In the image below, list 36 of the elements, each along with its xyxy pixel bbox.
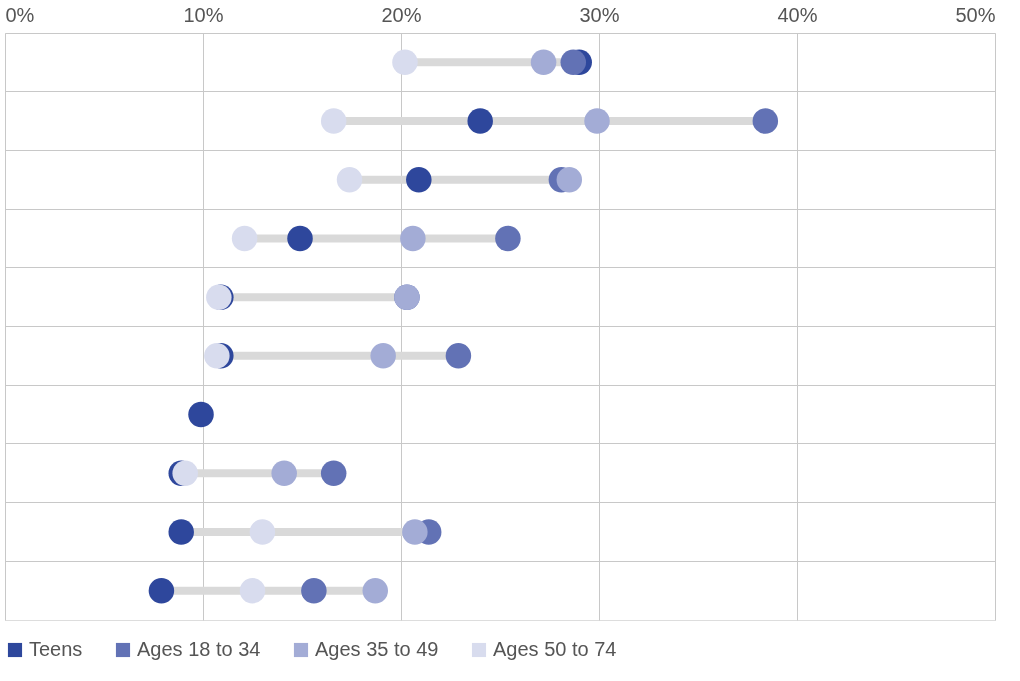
- point: [584, 108, 610, 134]
- point: [560, 49, 587, 76]
- point: [301, 577, 327, 604]
- x-tick-label: 0%: [5, 3, 35, 26]
- point: [445, 343, 472, 369]
- point: [392, 49, 418, 76]
- legend-label: Ages 50 to 74: [493, 638, 617, 660]
- point: [148, 577, 175, 604]
- point: [168, 519, 194, 545]
- point: [362, 577, 389, 604]
- point: [752, 108, 779, 134]
- legend-label: Ages 18 to 34: [137, 638, 261, 660]
- point: [370, 343, 396, 369]
- point: [271, 460, 297, 486]
- point: [495, 225, 521, 252]
- legend-label: Teens: [29, 638, 83, 660]
- point: [320, 460, 347, 486]
- point: [400, 225, 426, 252]
- x-tick-label: 50%: [955, 3, 996, 26]
- point: [239, 577, 266, 604]
- point: [402, 519, 428, 545]
- point: [188, 401, 214, 428]
- x-tick-label: 30%: [579, 3, 620, 26]
- point: [231, 225, 258, 252]
- x-tick-label: 10%: [183, 3, 224, 26]
- point: [336, 167, 363, 193]
- x-tick-label: 20%: [381, 3, 422, 26]
- point: [530, 49, 557, 76]
- point: [320, 108, 347, 134]
- point: [467, 108, 493, 134]
- legend-label: Ages 35 to 49: [315, 638, 439, 660]
- point: [406, 167, 432, 193]
- point: [287, 225, 313, 252]
- x-tick-label: 40%: [777, 3, 818, 26]
- point: [556, 167, 583, 193]
- point: [249, 519, 276, 545]
